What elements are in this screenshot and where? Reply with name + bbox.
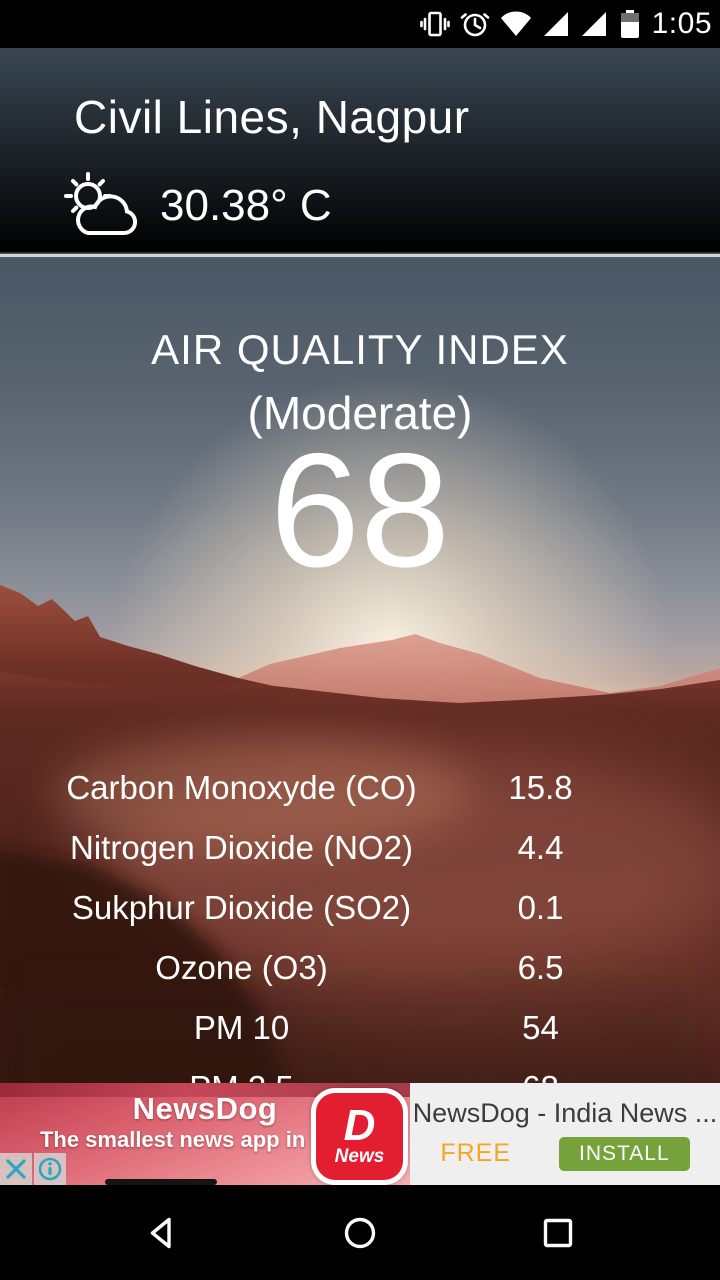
newsdog-logo-icon: D News bbox=[316, 1093, 403, 1180]
pollutant-value: 54 bbox=[522, 1009, 559, 1046]
pollutant-value: 6.5 bbox=[517, 949, 564, 986]
aqi-value: 68 bbox=[269, 420, 451, 601]
pollutant-value: 15.8 bbox=[508, 769, 573, 806]
table-row: PM 10 54 bbox=[0, 998, 720, 1058]
ad-install-panel: NewsDog - India News ... FREE INSTALL bbox=[410, 1083, 720, 1185]
signal-icon bbox=[542, 11, 570, 37]
pollutant-label: Nitrogen Dioxide (NO2) bbox=[70, 829, 413, 866]
android-nav-bar bbox=[0, 1185, 720, 1280]
pollutant-value: 0.1 bbox=[517, 889, 564, 926]
table-row: Ozone (O3) 6.5 bbox=[0, 938, 720, 998]
logo-word: News bbox=[334, 1145, 385, 1167]
status-time: 1:05 bbox=[651, 7, 712, 40]
back-button[interactable] bbox=[142, 1213, 182, 1253]
pollutant-label: PM 10 bbox=[193, 1009, 290, 1046]
aqi-category: (Moderate) bbox=[247, 387, 473, 439]
pollutant-table: Carbon Monoxyde (CO) 15.8 Nitrogen Dioxi… bbox=[0, 758, 720, 1118]
signal-icon bbox=[580, 11, 608, 37]
alarm-icon bbox=[460, 10, 490, 38]
ad-close-button[interactable] bbox=[0, 1153, 32, 1185]
temperature-row: 30.38° C bbox=[58, 170, 332, 242]
battery-icon bbox=[618, 9, 642, 39]
ad-brand-logo: NewsDog bbox=[132, 1091, 278, 1126]
ad-creative-strip bbox=[105, 1179, 217, 1185]
pollutant-value: 4.4 bbox=[517, 829, 564, 866]
location-label: Civil Lines, Nagpur bbox=[74, 91, 470, 143]
home-button[interactable] bbox=[340, 1213, 380, 1253]
ad-price-label: FREE bbox=[440, 1139, 512, 1167]
ad-cta-row: FREE INSTALL bbox=[410, 1136, 720, 1171]
temperature-value: 30.38° C bbox=[160, 181, 332, 230]
pollutant-label: Ozone (O3) bbox=[155, 949, 328, 986]
vibrate-icon bbox=[419, 10, 450, 38]
ad-app-title: NewsDog - India News ... bbox=[412, 1097, 718, 1128]
sun-behind-cloud-icon bbox=[58, 170, 146, 242]
pollutant-label: Sukphur Dioxide (SO2) bbox=[71, 889, 412, 926]
ad-banner[interactable]: NewsDog The smallest news app in India! bbox=[0, 1083, 720, 1185]
wifi-icon bbox=[500, 11, 532, 37]
weather-header: Civil Lines, Nagpur 30.38° C bbox=[0, 48, 720, 257]
table-row: Nitrogen Dioxide (NO2) 4.4 bbox=[0, 818, 720, 878]
status-bar: 1:05 bbox=[0, 0, 720, 48]
install-button[interactable]: INSTALL bbox=[559, 1136, 690, 1171]
ad-app-icon[interactable]: D News bbox=[311, 1088, 408, 1185]
header-divider bbox=[0, 254, 720, 257]
table-row: Carbon Monoxyde (CO) 15.8 bbox=[0, 758, 720, 818]
recents-button[interactable] bbox=[538, 1213, 578, 1253]
table-row: Sukphur Dioxide (SO2) 0.1 bbox=[0, 878, 720, 938]
ad-info-button[interactable] bbox=[34, 1153, 66, 1185]
pollutant-label: Carbon Monoxyde (CO) bbox=[66, 769, 417, 806]
logo-letter: D bbox=[343, 1100, 376, 1150]
aqi-title: AIR QUALITY INDEX bbox=[151, 326, 569, 373]
